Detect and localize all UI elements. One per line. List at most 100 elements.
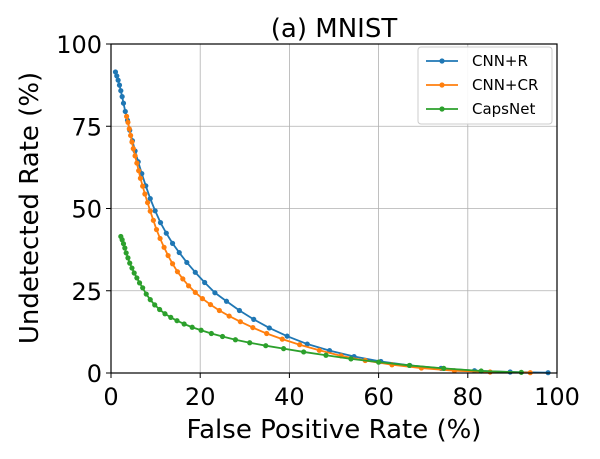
data-point-cnn-cr [199,296,206,302]
data-point-cnn-cr [169,261,176,267]
data-point-cnn-cr [144,199,151,206]
data-point-cnn-r [223,298,230,304]
data-point-capsnet [174,318,180,324]
x-tick-label: 80 [453,383,484,411]
data-point-capsnet [478,368,484,374]
data-point-capsnet [134,275,140,281]
data-point-cnn-r [192,269,198,275]
data-point-cnn-r [112,69,119,75]
data-point-cnn-cr [142,191,148,197]
data-point-cnn-r [147,196,153,202]
data-point-capsnet [157,306,163,313]
data-point-cnn-cr [297,342,303,348]
data-point-cnn-cr [124,113,130,119]
x-tick-label: 60 [363,383,394,411]
x-tick-label: 40 [274,383,305,411]
data-point-cnn-r [116,82,123,88]
data-point-cnn-cr [316,347,322,353]
data-point-cnn-cr [157,235,163,242]
data-point-cnn-cr [129,139,135,145]
legend: CNN+R CNN+CR CapsNet [417,46,553,125]
legend-swatch-marker [439,106,445,112]
data-point-capsnet [123,250,129,256]
data-point-cnn-r [120,100,127,106]
data-point-cnn-cr [165,252,171,259]
legend-entry-cnn-r: CNN+R [426,52,528,70]
data-point-capsnet [152,302,158,308]
legend-entry-capsnet: CapsNet [426,100,535,118]
data-point-cnn-r [163,230,169,236]
data-point-cnn-r [184,259,190,266]
data-point-capsnet [129,265,135,271]
data-point-cnn-cr [150,217,156,223]
y-tick-label: 25 [71,278,102,306]
data-point-cnn-cr [147,208,153,214]
y-tick-label: 50 [71,196,102,224]
data-point-cnn-cr [186,283,192,289]
data-point-cnn-r [251,316,257,322]
data-point-cnn-r [122,108,128,115]
data-point-capsnet [131,270,137,276]
data-point-capsnet [181,321,187,327]
data-point-cnn-r [119,94,125,100]
data-point-cnn-cr [130,146,136,152]
data-point-cnn-r [114,73,120,79]
data-point-cnn-cr [132,153,138,159]
data-point-cnn-r [115,77,121,83]
data-point-cnn-cr [153,226,160,233]
legend-label: CNN+R [472,52,528,70]
data-point-cnn-r [176,249,182,256]
data-point-capsnet [441,365,447,371]
data-point-capsnet [127,260,133,266]
data-point-cnn-cr [180,276,186,282]
data-point-cnn-cr [216,307,222,314]
data-point-cnn-cr [174,269,181,275]
data-point-capsnet [122,245,128,251]
data-point-cnn-cr [264,330,270,337]
series-cnn-cr [124,113,533,376]
data-point-capsnet [147,297,153,303]
y-tick-label: 0 [87,360,102,388]
data-point-capsnet [301,349,307,355]
y-tick-label: 75 [71,113,102,141]
data-point-capsnet [143,291,149,297]
data-point-cnn-cr [161,244,167,250]
data-point-cnn-cr [192,289,198,295]
tick-layer: 0 20 40 60 80 100 0 25 50 75 100 [56,31,580,411]
data-point-cnn-r [169,240,176,246]
data-point-capsnet [323,352,329,358]
data-point-capsnet [232,337,239,343]
data-point-capsnet [189,324,195,330]
data-point-capsnet [406,362,412,369]
series-capsnet [118,233,524,375]
legend-label: CapsNet [472,100,535,118]
data-point-capsnet [168,314,174,320]
data-point-cnn-r [212,290,218,296]
data-point-cnn-r [118,88,124,94]
data-point-capsnet [263,343,269,349]
data-point-cnn-cr [125,119,131,125]
data-point-capsnet [281,346,287,352]
data-point-cnn-r [202,279,208,286]
data-point-capsnet [136,280,143,286]
data-point-cnn-r [266,325,272,331]
data-point-cnn-cr [140,183,146,189]
data-point-cnn-cr [207,301,214,308]
data-point-capsnet [120,241,127,247]
data-point-cnn-cr [128,132,134,139]
legend-label: CNN+CR [472,76,538,94]
data-point-cnn-cr [237,319,243,325]
data-point-cnn-r [304,341,310,347]
data-point-capsnet [198,327,204,333]
data-point-cnn-r [157,220,164,226]
y-axis-label: Undetected Rate (%) [15,72,45,344]
chart-title: (a) MNIST [271,14,398,44]
data-point-capsnet [119,237,125,243]
data-point-capsnet [247,340,253,346]
data-point-capsnet [518,369,524,375]
data-point-capsnet [219,333,226,340]
data-point-cnn-cr [126,126,132,132]
data-point-capsnet [348,356,354,362]
data-point-cnn-r [152,208,158,214]
